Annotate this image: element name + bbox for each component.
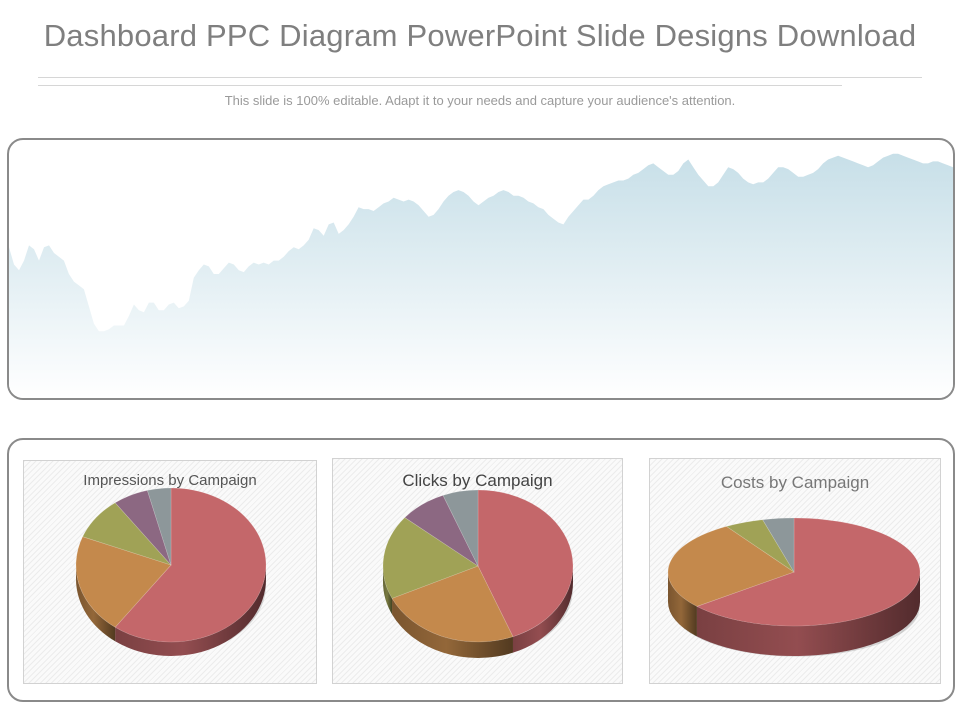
pie-slice-orange (391, 565, 514, 643)
pie-slice-olive (382, 517, 479, 599)
title-divider-top (38, 77, 922, 78)
area-chart-panel (7, 138, 955, 400)
pie-slice-olive (82, 502, 172, 566)
area-chart (9, 153, 953, 398)
pie-charts-panel: Impressions by Campaign Clicks by Campai… (7, 438, 955, 702)
costs-pie-chart (667, 517, 921, 657)
area-series (9, 153, 953, 398)
pie-slice-gray (442, 489, 479, 567)
pie-sides (383, 566, 573, 658)
pie-slice-red (114, 487, 267, 643)
clicks-pie-title: Clicks by Campaign (402, 471, 553, 490)
pie-side-orange (76, 565, 116, 642)
pie-sides (668, 572, 920, 656)
pie-side-orange (668, 572, 697, 637)
pie-slice-orange (75, 536, 172, 628)
pie-side-red (512, 566, 573, 653)
pie-slice-red (696, 517, 921, 627)
title-divider-bottom (38, 85, 842, 86)
pie-slice-gray (146, 487, 172, 566)
impressions-pie-chart (75, 487, 267, 656)
pie-top (75, 487, 267, 643)
costs-pie-box: Costs by Campaign (649, 458, 941, 684)
pie-slice-red (477, 489, 574, 638)
pie-side-red (115, 565, 266, 656)
impressions-pie-title: Impressions by Campaign (83, 472, 257, 489)
pie-slice-purple (404, 494, 479, 567)
pie-sides (76, 565, 266, 656)
pie-side-orange (392, 598, 513, 658)
pie-slice-orange (667, 526, 795, 607)
pie-slice-purple (114, 490, 172, 566)
pie-slice-gray (762, 517, 795, 574)
slide-title: Dashboard PPC Diagram PowerPoint Slide D… (43, 18, 917, 53)
clicks-pie-box: Clicks by Campaign (332, 458, 623, 684)
pie-side-red (696, 572, 920, 656)
pie-side-olive (383, 566, 393, 615)
slide-subtitle: This slide is 100% editable. Adapt it to… (224, 93, 736, 108)
costs-pie-title: Costs by Campaign (720, 473, 870, 492)
pie-top (667, 517, 921, 627)
pie-slice-olive (725, 519, 795, 573)
impressions-pie-box: Impressions by Campaign (23, 460, 317, 684)
clicks-pie-chart (382, 489, 574, 658)
pie-top (382, 489, 574, 643)
